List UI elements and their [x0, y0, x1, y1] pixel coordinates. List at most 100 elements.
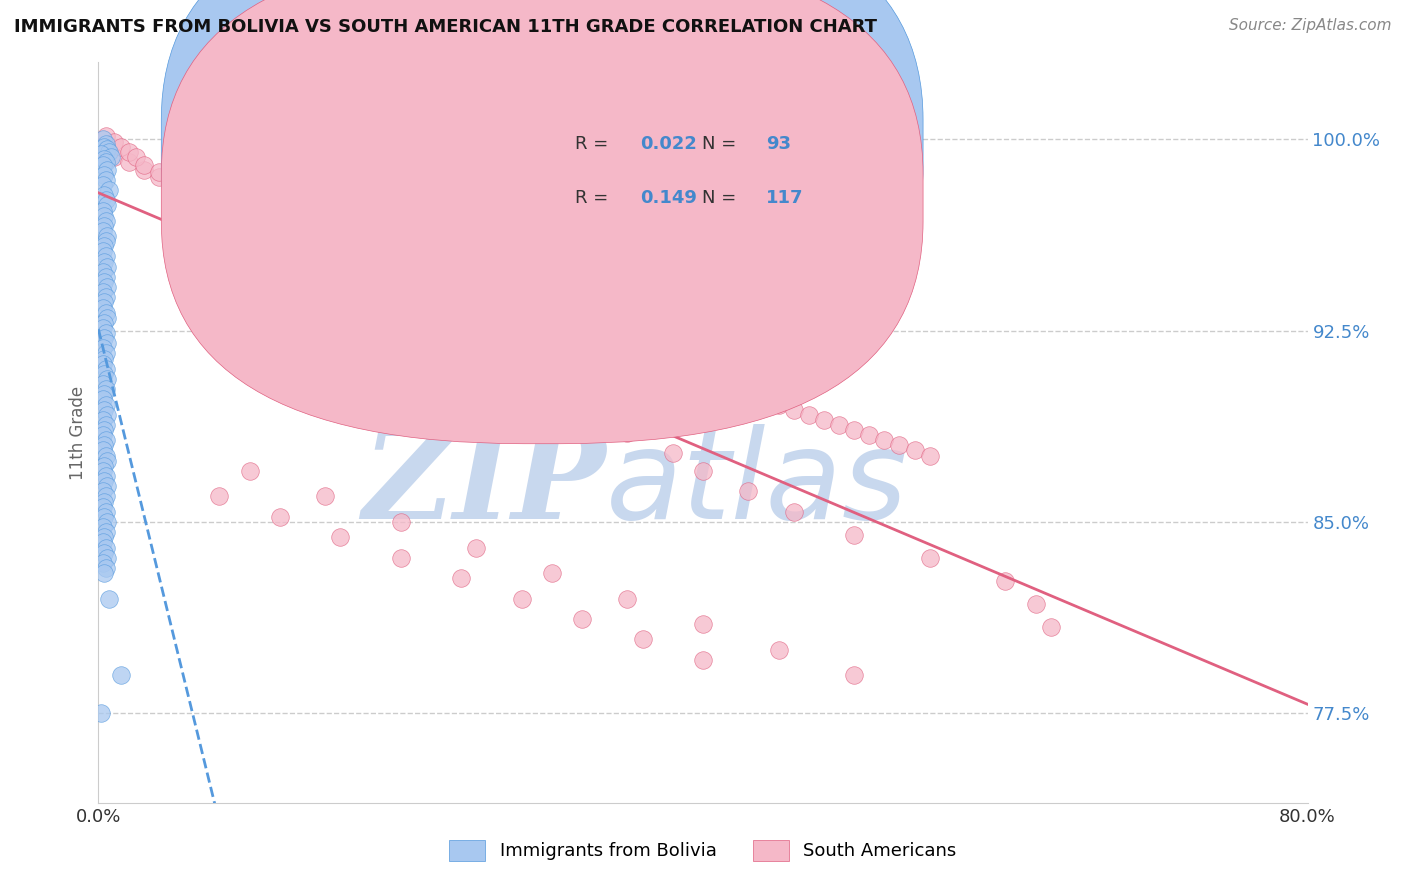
Point: [239, 216, 262, 230]
Point: [96, 280, 118, 294]
Point: [125, 150, 148, 164]
Point: [91, 301, 114, 315]
Point: [224, 209, 246, 223]
Text: 117: 117: [766, 189, 803, 207]
Point: [994, 574, 1017, 588]
Point: [93, 494, 115, 508]
Point: [844, 527, 866, 541]
Point: [91, 443, 114, 458]
Point: [96, 260, 118, 274]
Text: 0.149: 0.149: [640, 189, 697, 207]
Point: [692, 372, 714, 386]
Point: [91, 500, 114, 514]
Point: [94, 213, 117, 227]
Point: [723, 382, 745, 396]
Point: [93, 530, 115, 544]
Point: [93, 351, 115, 366]
Point: [752, 392, 775, 407]
Point: [96, 310, 118, 325]
Point: [540, 566, 562, 580]
Point: [450, 290, 472, 304]
Point: [481, 301, 503, 315]
Point: [93, 331, 115, 345]
Point: [889, 438, 911, 452]
Point: [858, 428, 880, 442]
Point: [96, 479, 118, 493]
Point: [344, 275, 367, 289]
Point: [555, 326, 578, 340]
Point: [91, 244, 114, 259]
Point: [495, 361, 517, 376]
Text: ZIP: ZIP: [363, 424, 606, 545]
Point: [96, 229, 118, 244]
Point: [93, 316, 115, 330]
Point: [616, 346, 638, 360]
Point: [93, 153, 115, 167]
Point: [93, 168, 115, 182]
Point: [208, 201, 231, 215]
Point: [94, 417, 117, 432]
Point: [193, 191, 215, 205]
Point: [91, 157, 114, 171]
Point: [389, 269, 412, 284]
Point: [540, 321, 562, 335]
Point: [571, 405, 593, 419]
Point: [1039, 620, 1062, 634]
Point: [94, 137, 117, 152]
Point: [692, 653, 714, 667]
Point: [495, 305, 517, 319]
Point: [93, 219, 115, 233]
Point: [329, 250, 352, 264]
Point: [93, 254, 115, 268]
Point: [434, 285, 457, 300]
Point: [631, 632, 654, 647]
Point: [96, 162, 118, 177]
Point: [692, 464, 714, 478]
Point: [179, 183, 201, 197]
Point: [661, 361, 683, 376]
Point: [284, 234, 307, 248]
Point: [91, 357, 114, 371]
Point: [163, 173, 186, 187]
Point: [571, 331, 593, 345]
Point: [374, 293, 396, 307]
Point: [93, 402, 115, 417]
Point: [94, 449, 117, 463]
Point: [360, 260, 382, 274]
Point: [94, 155, 117, 169]
Point: [96, 550, 118, 565]
FancyBboxPatch shape: [162, 0, 924, 443]
Point: [94, 561, 117, 575]
Point: [96, 408, 118, 422]
Point: [737, 387, 759, 401]
Point: [661, 446, 683, 460]
Text: 0.022: 0.022: [640, 135, 697, 153]
Point: [434, 326, 457, 340]
Point: [602, 342, 624, 356]
Point: [179, 188, 201, 202]
FancyBboxPatch shape: [162, 0, 924, 390]
Point: [253, 221, 276, 235]
Point: [94, 129, 117, 144]
Point: [91, 342, 114, 356]
Point: [193, 195, 215, 210]
Point: [93, 546, 115, 560]
Point: [465, 343, 488, 358]
Point: [420, 280, 443, 294]
Point: [465, 541, 488, 555]
Point: [94, 505, 117, 519]
Point: [481, 351, 503, 366]
Text: IMMIGRANTS FROM BOLIVIA VS SOUTH AMERICAN 11TH GRADE CORRELATION CHART: IMMIGRANTS FROM BOLIVIA VS SOUTH AMERICA…: [14, 18, 877, 36]
Point: [118, 145, 141, 159]
Text: N =: N =: [702, 135, 742, 153]
Point: [94, 398, 117, 412]
Point: [450, 571, 472, 585]
Point: [526, 316, 548, 330]
Point: [389, 550, 412, 565]
Text: atlas: atlas: [606, 424, 908, 545]
Point: [118, 155, 141, 169]
Point: [813, 413, 835, 427]
Point: [93, 367, 115, 381]
Point: [103, 150, 125, 164]
Point: [783, 505, 806, 519]
